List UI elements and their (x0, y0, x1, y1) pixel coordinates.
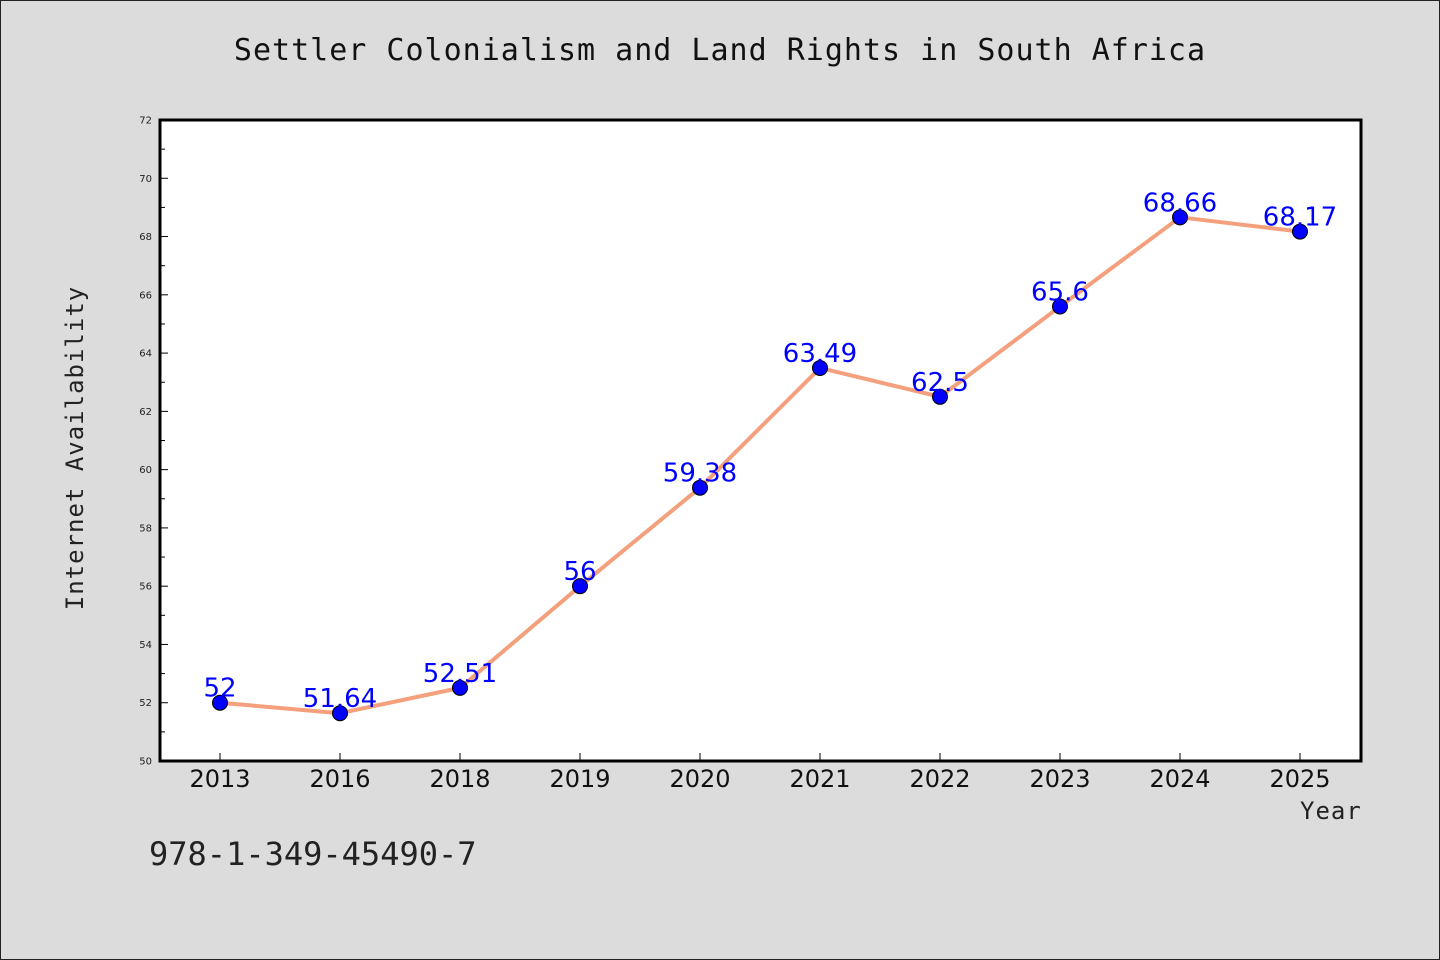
data-label: 63.49 (783, 339, 857, 369)
y-tick-label: 56 (139, 582, 152, 593)
data-label: 52.51 (423, 659, 497, 689)
x-tick-label: 2013 (189, 765, 250, 793)
data-label: 65.6 (1031, 277, 1089, 307)
x-tick-label: 2018 (429, 765, 490, 793)
series-line (219, 215, 1301, 716)
data-point (1052, 298, 1068, 315)
y-tick-label: 60 (139, 465, 152, 476)
y-tick-label: 70 (139, 174, 152, 185)
x-tick-label: 2025 (1269, 765, 1330, 793)
data-label: 68.66 (1143, 188, 1217, 218)
series-group: 52 51.64 52.51 56 59.38 63.49 62.5 65.6 68.66 68.… (203, 188, 1337, 722)
data-label: 59.38 (663, 459, 737, 489)
x-tick-label: 2022 (909, 765, 970, 793)
isbn-text: 978-1-349-45490-7 (149, 835, 477, 873)
y-tick-label: 54 (139, 640, 152, 651)
x-axis: 2013 2016 2018 2019 2020 2021 2022 2023 2024 2025 (189, 753, 1331, 793)
data-label: 62.5 (911, 368, 969, 398)
data-label: 51.64 (303, 684, 377, 714)
x-tick-label: 2021 (789, 765, 850, 793)
y-tick-label: 72 (139, 116, 152, 127)
x-tick-label: 2019 (549, 765, 610, 793)
y-tick-label: 58 (139, 523, 152, 534)
data-label: 56 (563, 557, 596, 587)
x-tick-label: 2016 (309, 765, 370, 793)
data-point (1172, 209, 1188, 226)
data-point (932, 388, 948, 405)
data-point (572, 578, 588, 595)
data-point (332, 705, 348, 722)
data-label: 52 (203, 674, 236, 704)
plot-area (158, 118, 1363, 763)
data-label: 68.17 (1263, 203, 1337, 233)
x-tick-label: 2023 (1029, 765, 1090, 793)
data-point (812, 359, 828, 376)
data-point (692, 479, 708, 496)
x-tick-label: 2020 (669, 765, 730, 793)
x-axis-label: Year (1300, 797, 1362, 825)
y-axis: 50 52 54 56 58 60 62 64 66 68 70 72 (139, 116, 168, 768)
data-point (452, 679, 468, 696)
y-tick-label: 64 (139, 349, 152, 360)
y-tick-label: 68 (139, 232, 152, 243)
y-tick-label: 50 (139, 757, 152, 768)
y-tick-label: 66 (139, 290, 152, 301)
x-tick-label: 2024 (1149, 765, 1210, 793)
y-tick-label: 62 (139, 407, 152, 418)
chart-title: Settler Colonialism and Land Rights in S… (233, 33, 1207, 68)
data-point (212, 694, 228, 711)
data-point (1292, 223, 1308, 240)
y-tick-label: 52 (139, 698, 152, 709)
